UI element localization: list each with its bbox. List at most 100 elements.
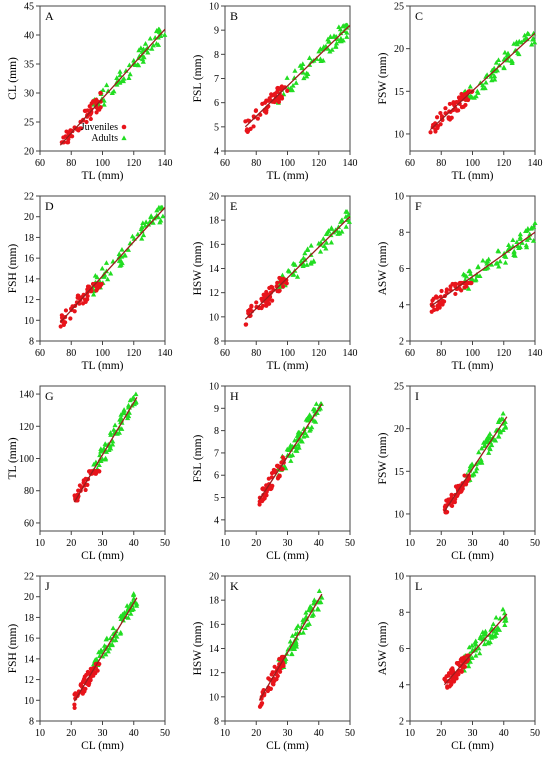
fit-line [258,593,323,701]
y-tick-label: 10 [394,129,404,140]
y-tick-label: 20 [24,592,34,603]
adult-point [345,217,351,222]
juvenile-point [78,126,84,131]
legend-juveniles-marker [121,124,127,130]
y-tick-label: 6 [214,98,219,109]
x-axis-label: CL (mm) [81,740,124,752]
adult-point [307,605,313,610]
x-tick-label: 80 [66,348,76,359]
adult-point [496,263,502,269]
adult-point [480,257,486,263]
adult-point [313,401,319,406]
adult-point [92,272,98,278]
juvenile-point [85,287,90,292]
y-tick-label: 5 [214,493,219,504]
adult-point [343,214,349,219]
adult-point [477,80,483,86]
y-tick-label: 20 [24,147,34,158]
y-tick-label: 35 [24,60,34,71]
x-tick-label: 60 [405,348,415,359]
adult-point [488,635,495,640]
adult-point [110,438,116,444]
plot-frame [224,195,351,342]
adult-point [301,433,307,439]
y-tick-label: 15 [394,87,404,98]
x-tick-label: 10 [35,538,45,549]
adult-point [294,274,301,279]
adult-point [124,603,130,608]
juvenile-point [439,288,444,294]
adult-point [136,47,142,53]
juvenile-point [85,293,90,299]
adult-point [157,30,164,36]
y-tick-label: 15 [394,467,404,478]
adult-point [493,614,499,620]
adult-point [482,442,488,448]
juvenile-point [85,669,90,675]
adult-point [481,641,488,647]
adult-point [295,441,301,447]
adult-point [140,46,147,52]
adult-point [503,617,509,623]
adult-point [323,245,329,251]
y-tick-label: 10 [24,316,34,327]
adult-point [504,57,510,63]
juvenile-point [72,702,77,707]
x-tick-label: 80 [66,158,76,169]
y-axis-label: FSH (mm) [7,624,19,674]
adult-point [495,57,502,63]
juvenile-point [435,124,441,129]
x-tick-label: 100 [280,158,295,169]
y-tick-label: 10 [24,696,34,707]
panel-letter: I [415,389,419,403]
adult-point [339,228,345,234]
adult-point [302,257,308,262]
juvenile-point [459,105,465,110]
x-axis-label: TL (mm) [451,170,493,182]
juvenile-point [434,115,440,120]
adult-point [103,651,109,657]
juvenile-point [277,275,282,281]
x-tick-label: 50 [160,538,170,549]
adult-point [126,75,132,81]
adult-point [484,258,490,264]
adult-point [532,39,538,45]
adult-point [492,633,499,638]
adult-point [477,273,483,279]
y-tick-label: 6 [399,644,404,655]
x-tick-label: 60 [405,158,415,169]
adult-point [528,225,534,231]
plot-frame [39,575,166,722]
adult-point [512,253,518,258]
adult-point [339,217,345,223]
panel-A: A 60 80 100 120 140 20 25 30 35 40 45 TL (mm) CL (mm)… [7,2,173,183]
adult-point [480,82,486,88]
juvenile-point [265,98,271,103]
juvenile-point [255,116,260,121]
adult-point [491,73,498,79]
panel-letter: H [230,389,239,403]
plot-frame [409,5,536,152]
plot-frame [409,195,536,342]
adult-point [333,43,339,49]
y-tick-label: 18 [209,596,219,607]
juvenile-point [93,469,98,474]
adult-point [460,271,467,277]
adult-point [287,638,293,644]
legend-adults-marker [121,135,127,141]
adult-point [524,237,530,242]
adult-point [316,240,322,246]
juvenile-point [264,108,269,113]
adult-point [345,212,351,218]
panel-letter: L [415,579,422,593]
x-tick-label: 20 [436,728,446,739]
panel-letter: K [230,579,239,593]
adult-point [467,271,474,276]
juvenile-point [279,654,284,660]
x-tick-label: 40 [499,538,509,549]
adult-point [279,272,286,278]
adult-point [131,595,137,601]
x-tick-label: 100 [280,348,295,359]
x-axis-label: CL (mm) [451,740,494,752]
